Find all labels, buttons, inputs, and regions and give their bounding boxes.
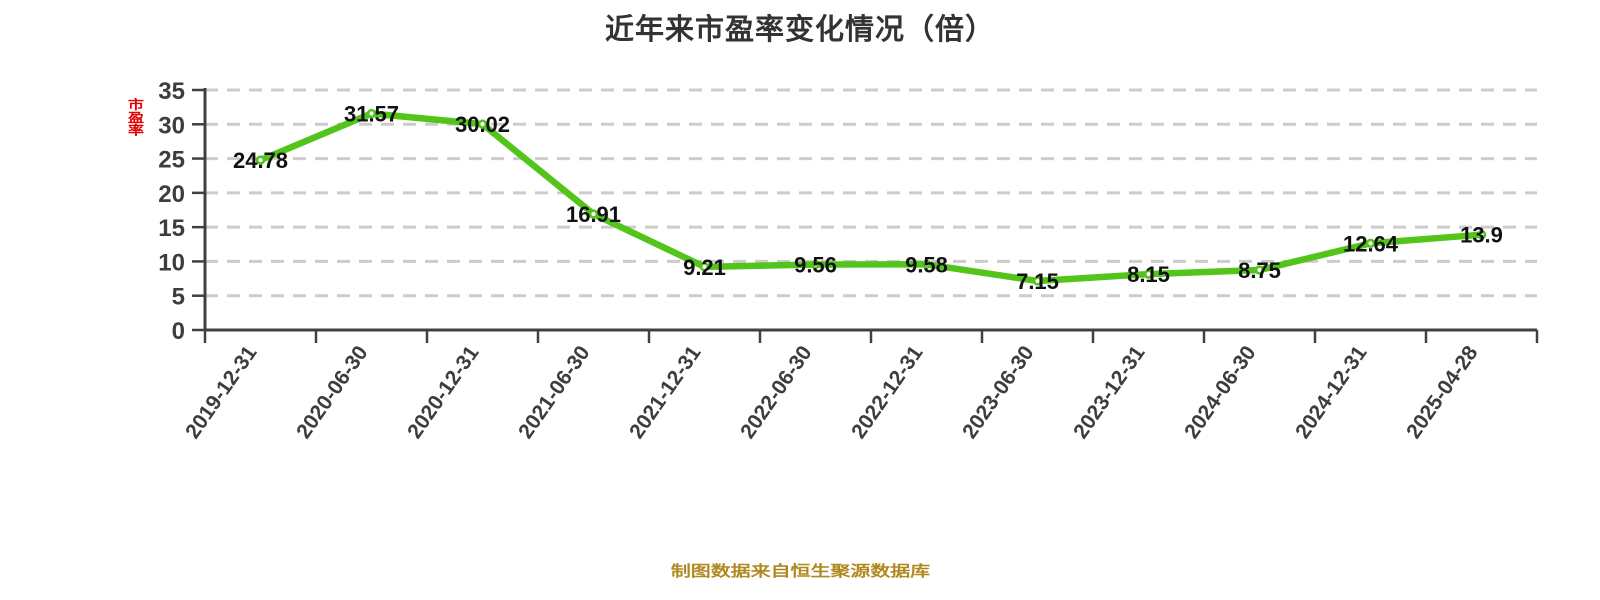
y-axis-tick-label: 20 — [158, 181, 185, 208]
chart-title: 近年来市盈率变化情况（倍） — [604, 14, 995, 46]
data-point-label: 12.64 — [1343, 231, 1399, 256]
y-axis-tick-label: 15 — [158, 215, 185, 242]
y-axis-tick-label: 0 — [172, 318, 185, 345]
x-axis-tick-label: 2022-12-31 — [847, 341, 928, 442]
data-point — [366, 108, 377, 119]
y-axis-tick-label: 5 — [172, 284, 185, 311]
y-axis-tick-label: 35 — [158, 78, 185, 105]
x-axis-tick-label: 2025-04-28 — [1402, 341, 1483, 442]
data-point-label: 9.58 — [905, 252, 948, 277]
data-point — [1143, 269, 1154, 279]
data-source-note: 制图数据来自恒生聚源数据库 — [670, 563, 930, 580]
data-point — [699, 262, 710, 272]
data-point — [1032, 276, 1043, 286]
data-point — [588, 209, 599, 219]
x-axis-tick-label: 2022-06-30 — [736, 342, 816, 443]
x-axis-tick-label: 2019-12-31 — [181, 341, 262, 442]
x-axis-tick-label: 2024-12-31 — [1291, 341, 1372, 442]
x-axis-tick-label: 2021-12-31 — [625, 341, 706, 442]
data-point-label: 24.78 — [233, 148, 288, 173]
x-axis-tick-label: 2024-06-30 — [1180, 342, 1260, 443]
y-axis-unit-label: 市盈率 — [125, 98, 144, 137]
data-point-label: 8.15 — [1127, 262, 1170, 287]
x-axis-tick-label: 2020-12-31 — [403, 341, 484, 442]
x-axis-tick-label: 2023-06-30 — [958, 342, 1038, 443]
data-point-label: 9.21 — [683, 255, 726, 280]
y-axis-tick-label: 25 — [158, 147, 185, 174]
data-point-label: 9.56 — [794, 252, 837, 277]
data-point-label: 30.02 — [455, 112, 510, 137]
x-axis-tick-label: 2023-12-31 — [1069, 341, 1150, 442]
pe-line-series — [257, 110, 1485, 285]
data-point-label: 13.9 — [1460, 223, 1503, 248]
x-axis-tick-label: 2021-06-30 — [514, 342, 594, 443]
x-axis-tick-label: 2020-06-30 — [292, 342, 372, 443]
data-point — [1365, 238, 1376, 249]
chart-footer: 制图数据来自恒生聚源数据库 — [0, 560, 1600, 590]
data-point-label: 7.15 — [1016, 269, 1059, 294]
data-point-label: 31.57 — [344, 102, 399, 127]
data-point — [477, 119, 488, 129]
data-point-label: 16.91 — [566, 202, 621, 227]
data-point — [1476, 229, 1487, 240]
y-axis-tick-label: 30 — [158, 112, 185, 139]
y-axis-tick-label: 10 — [158, 249, 185, 276]
data-point — [921, 259, 932, 270]
data-point-label: 8.75 — [1238, 258, 1281, 283]
data-point — [1254, 265, 1265, 275]
data-point — [255, 155, 266, 165]
data-point — [810, 259, 821, 270]
